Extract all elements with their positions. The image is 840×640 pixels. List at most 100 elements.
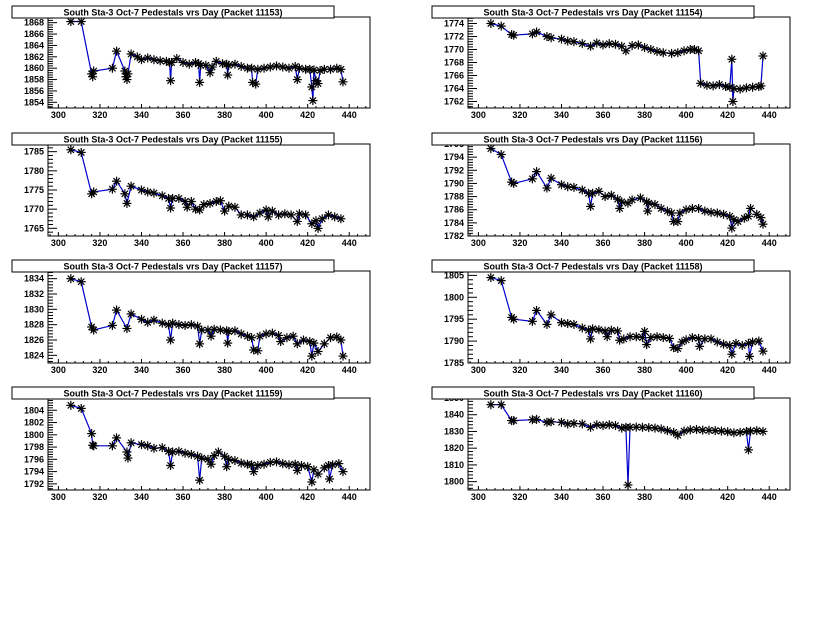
data-point	[307, 351, 317, 361]
y-tick-label: 1792	[444, 165, 464, 175]
data-point	[667, 208, 677, 218]
data-point	[136, 185, 146, 195]
data-point	[272, 61, 282, 71]
x-tick-label: 380	[217, 110, 232, 120]
data-point	[180, 320, 190, 330]
y-tick-label: 1774	[444, 19, 464, 29]
data-point	[308, 96, 318, 106]
data-point	[743, 445, 753, 455]
data-point	[313, 79, 323, 89]
x-tick-label: 340	[134, 238, 149, 248]
data-point	[727, 349, 737, 359]
y-tick-label: 1796	[24, 454, 44, 464]
y-tick-label: 1794	[24, 467, 44, 477]
data-point	[186, 449, 196, 459]
series-line	[490, 22, 764, 102]
series	[486, 144, 768, 233]
data-point	[224, 327, 234, 337]
data-point	[66, 274, 76, 284]
data-point	[577, 185, 587, 195]
y-tick-label: 1860	[24, 63, 44, 73]
x-tick-label: 400	[259, 238, 274, 248]
title-text: South Sta-3 Oct-7 Pedestals vrs Day (Pac…	[483, 389, 702, 399]
data-point	[646, 333, 656, 343]
data-point	[87, 429, 97, 439]
data-point	[631, 332, 641, 342]
x-tick-label: 400	[679, 492, 694, 502]
data-point	[694, 46, 704, 56]
data-point	[247, 333, 257, 343]
data-point	[600, 192, 610, 202]
data-point	[336, 214, 346, 224]
y-tick-label: 1800	[444, 292, 464, 302]
y-tick-label: 1780	[24, 166, 44, 176]
x-tick-label: 360	[596, 238, 611, 248]
data-point	[253, 346, 263, 356]
data-point	[313, 347, 323, 356]
data-point	[702, 80, 712, 90]
data-point	[166, 203, 176, 213]
data-point	[577, 323, 587, 333]
plot-frame	[47, 270, 371, 364]
data-point	[157, 318, 167, 328]
data-point	[719, 339, 729, 349]
data-point	[292, 75, 302, 85]
x-tick-label: 440	[342, 365, 357, 375]
title-box	[431, 132, 755, 146]
data-point	[274, 210, 284, 220]
data-point	[744, 351, 754, 361]
y-tick-label: 1786	[444, 205, 464, 215]
x-tick-label: 440	[762, 110, 777, 120]
data-point	[143, 187, 153, 197]
chart-panel: 300 320 340 360 380 400 420 440 1792 1794 1796 1798…	[11, 386, 371, 502]
data-point	[280, 209, 290, 219]
data-point	[309, 338, 319, 348]
y-axis: 1765 1770 1775 1780 1785	[24, 143, 57, 237]
data-point	[706, 334, 716, 344]
data-point	[728, 97, 738, 106]
data-point	[631, 422, 641, 432]
data-point	[592, 420, 602, 430]
series-line	[70, 278, 344, 357]
data-point	[112, 433, 122, 443]
data-point	[336, 64, 346, 74]
y-tick-label: 1790	[444, 336, 464, 346]
data-point	[673, 430, 683, 440]
data-point	[532, 167, 542, 177]
data-point	[276, 337, 286, 347]
data-point	[725, 340, 735, 350]
title-box	[11, 386, 335, 400]
data-point	[307, 82, 317, 92]
plot-frame	[467, 16, 791, 109]
data-point	[681, 205, 691, 215]
x-tick-label: 300	[51, 492, 66, 502]
x-tick-label: 300	[471, 492, 486, 502]
x-tick-label: 300	[471, 365, 486, 375]
data-point	[288, 331, 298, 341]
data-point	[577, 419, 587, 429]
data-point	[326, 64, 336, 74]
data-point	[509, 416, 519, 426]
data-point	[149, 443, 159, 453]
data-point	[149, 315, 159, 325]
data-point	[748, 82, 758, 92]
data-point	[532, 414, 542, 424]
x-tick-label: 300	[471, 110, 486, 120]
series-line	[70, 20, 344, 101]
data-point	[735, 84, 745, 94]
title-text: South Sta-3 Oct-7 Pedestals vrs Day (Pac…	[483, 135, 702, 145]
data-point	[324, 474, 334, 484]
data-point	[311, 216, 321, 226]
data-point	[754, 336, 764, 346]
data-point	[673, 217, 683, 227]
data-point	[723, 427, 733, 437]
data-point	[186, 197, 196, 206]
data-point	[496, 400, 506, 410]
data-point	[613, 326, 623, 336]
data-point	[627, 195, 637, 205]
y-tick-label: 1804	[24, 405, 44, 415]
data-point	[206, 459, 216, 469]
y-tick-label: 1834	[24, 274, 44, 284]
data-point	[650, 423, 660, 433]
y-tick-label: 1770	[444, 45, 464, 55]
